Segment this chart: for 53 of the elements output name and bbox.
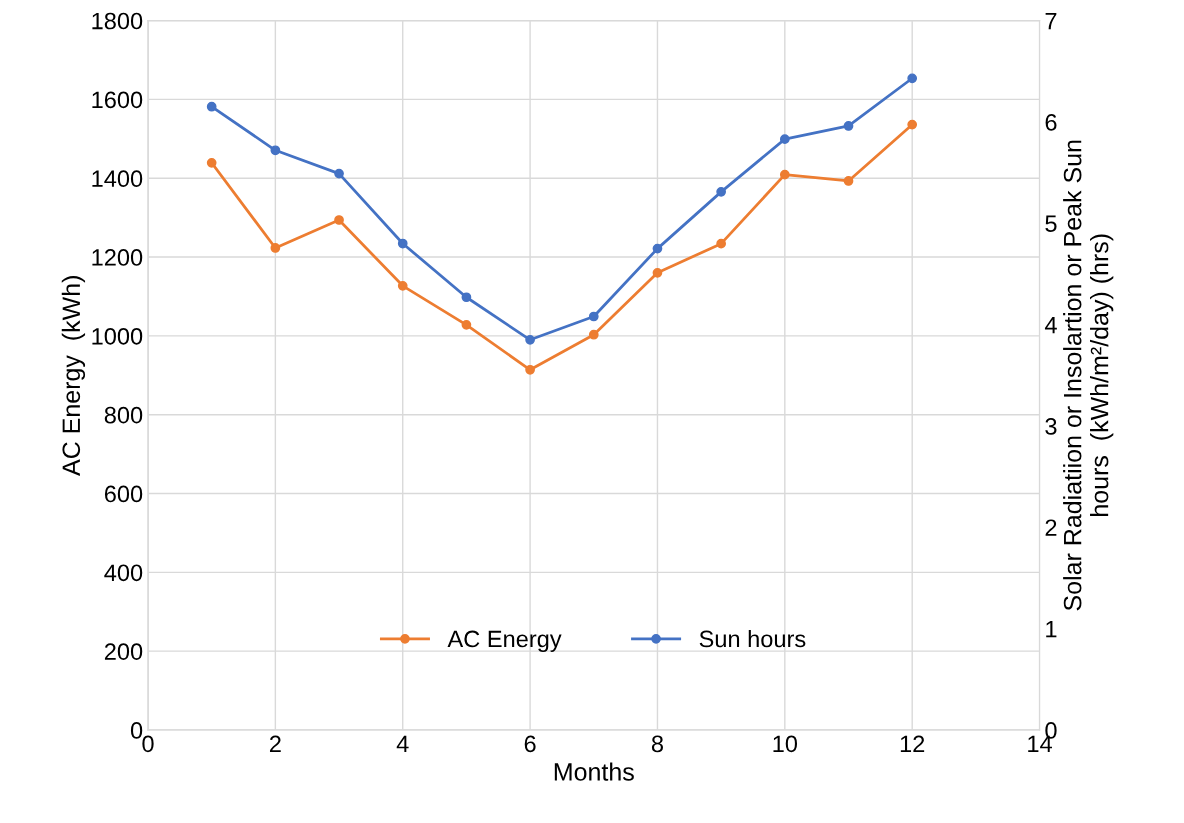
point: [270, 243, 281, 253]
y-tick-label: 200: [104, 643, 143, 660]
y-tick-label: 400: [104, 564, 143, 582]
point: [270, 145, 281, 156]
point: [461, 319, 472, 330]
point: [461, 292, 472, 303]
y-tick-label: 1200: [92, 249, 143, 266]
point: [334, 215, 344, 225]
y2-tick-label: 6: [1045, 113, 1057, 131]
point: [779, 169, 790, 180]
legend-label: AC Energy: [447, 630, 562, 652]
point: [716, 186, 727, 197]
point: [588, 329, 599, 340]
y-tick-label: 0: [130, 722, 143, 739]
y2-axis-title: Solar Radiatiion or Insolartion or Peak Sun hours (kWh/m²/day) (hrs): [1063, 140, 1114, 611]
x-tick-label: 4: [396, 735, 409, 752]
point: [652, 243, 663, 254]
legend-label: Sun hours: [699, 629, 806, 648]
point: [716, 238, 727, 249]
x-tick-label: 8: [651, 735, 663, 753]
x-axis-title: Months: [554, 762, 634, 781]
point: [397, 238, 408, 249]
point: [206, 101, 217, 112]
point: [397, 280, 408, 291]
y-tick-label: 1000: [92, 327, 143, 345]
y2-tick-label: 2: [1045, 519, 1057, 536]
y-axis-title: AC Energy (kWh): [61, 276, 86, 476]
y-tick-label: 1600: [92, 91, 143, 109]
point: [843, 121, 854, 131]
point: [907, 73, 918, 84]
y2-tick-label: 5: [1045, 215, 1057, 233]
point: [907, 119, 918, 130]
point: [525, 364, 535, 375]
y2-tick-label: 4: [1044, 316, 1057, 334]
y2-tick-label: 1: [1046, 620, 1057, 638]
y2-tick-label: 3: [1045, 418, 1057, 435]
y-tick-label: 600: [104, 485, 143, 503]
y2-tick-label: 7: [1045, 12, 1057, 30]
point: [843, 176, 854, 186]
y-tick-label: 800: [104, 406, 143, 424]
x-tick-label: 0: [142, 735, 154, 753]
point: [588, 311, 599, 322]
point: [652, 267, 663, 278]
point: [334, 168, 344, 179]
x-tick-label: 12: [900, 735, 925, 752]
x-tick-label: 6: [524, 735, 536, 753]
point: [779, 134, 790, 145]
y-tick-label: 1400: [92, 170, 143, 188]
point: [206, 157, 217, 168]
x-tick-label: 2: [269, 735, 281, 752]
point: [525, 334, 535, 345]
y-tick-label: 1800: [92, 12, 143, 30]
x-tick-label: 10: [773, 735, 798, 753]
